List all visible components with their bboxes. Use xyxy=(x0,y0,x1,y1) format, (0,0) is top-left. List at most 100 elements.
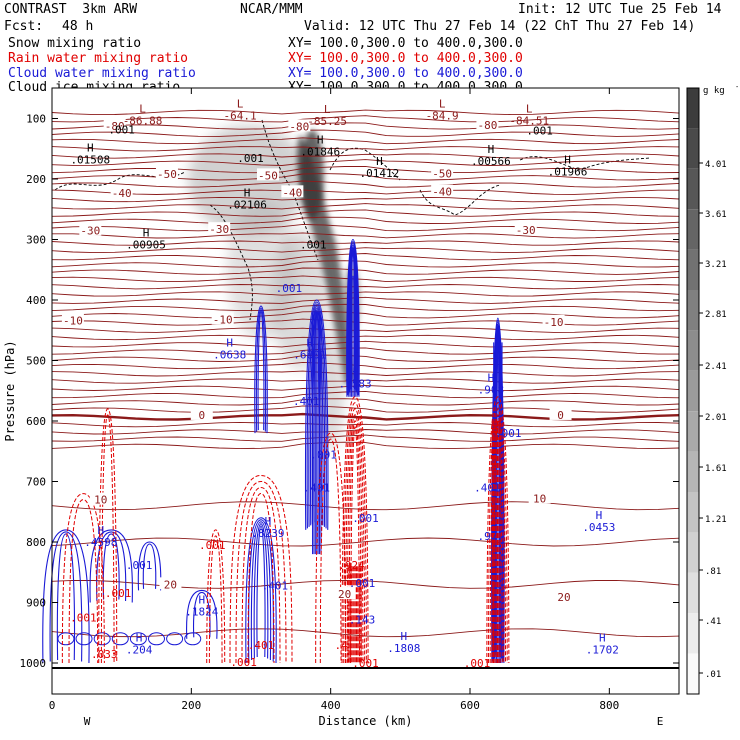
extremum-value: -85.25 xyxy=(307,115,347,128)
temperature-line xyxy=(51,441,680,450)
rain-water-line xyxy=(247,492,275,664)
temperature-label-bg xyxy=(159,577,182,590)
cloud-water-line xyxy=(256,525,266,658)
y-tick-label: 300 xyxy=(26,234,46,247)
y-tick-label: 800 xyxy=(26,536,46,549)
rain-water-line xyxy=(229,474,293,664)
colorbar-unit: g kg xyxy=(703,86,725,96)
contour-value-label: .001 xyxy=(276,282,303,295)
cloud-water-line xyxy=(245,517,277,664)
cloud-water-line xyxy=(255,307,267,432)
cloud-water-line xyxy=(49,531,83,662)
temperature-label-bg xyxy=(190,407,213,420)
temperature-line xyxy=(51,579,680,589)
rain-water-line xyxy=(344,408,366,664)
temperature-label-bg xyxy=(61,313,84,326)
temperature-label-bg xyxy=(89,492,112,505)
temperature-label-bg xyxy=(281,185,304,198)
temperature-line xyxy=(51,378,680,384)
extremum-value: .01508 xyxy=(70,154,110,167)
temperature-line xyxy=(51,421,680,428)
temperature-line xyxy=(52,232,680,239)
temperature-label: -30 xyxy=(209,223,229,236)
temperature-label: -10 xyxy=(63,315,83,328)
contour-value-label: .001 xyxy=(352,657,379,670)
temperature-line xyxy=(51,223,680,232)
temperature-line xyxy=(51,412,680,421)
y-tick-label: 1000 xyxy=(20,657,47,670)
temperature-line xyxy=(51,146,680,152)
temperature-label: 20 xyxy=(338,588,351,601)
rain-water-line xyxy=(68,499,99,664)
temperature-line xyxy=(51,275,680,283)
contour-value-label: .001 xyxy=(495,427,522,440)
temperature-line xyxy=(51,240,680,246)
temperature-label: -80 xyxy=(289,120,309,133)
cloud-water-line xyxy=(348,244,358,393)
cloud-water-line xyxy=(306,301,327,529)
cloud-water-line xyxy=(75,632,93,646)
cloud-water-line xyxy=(346,238,360,397)
contour-value-label: .001 xyxy=(108,123,135,136)
valid-time: Valid: 12 UTC Thu 27 Feb 14 (22 ChT Thu … xyxy=(304,19,696,34)
colorbar-swatch xyxy=(687,370,699,412)
y-axis-label: Pressure (hPa) xyxy=(3,340,17,441)
contour-value-label: .001 xyxy=(464,657,491,670)
x-tick-label: 600 xyxy=(460,699,480,712)
colorbar-level: 4.01 xyxy=(705,160,727,170)
contour-value-label: .001 xyxy=(237,152,264,165)
rain-water-line xyxy=(235,480,287,664)
temperature-label: -40 xyxy=(112,187,132,200)
temperature-label-bg xyxy=(256,168,279,181)
extremum-mark: H xyxy=(244,186,251,199)
colorbar-level: 3.61 xyxy=(705,210,727,220)
contour-value-label: .001 xyxy=(352,512,379,525)
extremum-value: .6801 xyxy=(293,348,326,361)
fcst-label: Fcst: xyxy=(4,19,44,34)
rain-water-line xyxy=(348,420,362,664)
temperature-line xyxy=(51,296,680,304)
extremum-mark: H xyxy=(488,143,495,156)
rain-water-line xyxy=(493,420,503,664)
temperature-label: -10 xyxy=(544,316,564,329)
extremum-value: -84.51 xyxy=(509,114,549,127)
temperature-label-bg xyxy=(208,222,231,235)
temperature-line xyxy=(51,267,680,275)
colorbar-level: 2.81 xyxy=(705,310,727,320)
extremum-mark: H xyxy=(265,515,272,528)
y-tick-label: 600 xyxy=(26,415,46,428)
temperature-line xyxy=(51,537,680,547)
extremum-value: .02106 xyxy=(227,198,267,211)
temperature-label-bg xyxy=(211,312,234,325)
contour-value-label: .001 xyxy=(105,587,132,600)
field-snow-xy: XY= 100.0,300.0 to 400.0,300.0 xyxy=(288,36,523,51)
extremum-mark: H xyxy=(317,134,324,147)
y-tick-label: 400 xyxy=(26,294,46,307)
cloud-water-line xyxy=(57,632,75,646)
rain-water-line xyxy=(489,408,507,664)
contour-value-label: .401 xyxy=(303,482,330,495)
west-label: W xyxy=(84,715,91,728)
y-tick-label: 100 xyxy=(26,113,46,126)
temperature-label: -80 xyxy=(477,119,497,132)
rain-water-line xyxy=(241,486,281,664)
temperature-label-bg xyxy=(333,587,356,600)
extremum-mark: H xyxy=(488,371,495,384)
field-rain-name: Rain water mixing ratio xyxy=(8,51,189,66)
temperature-label-bg xyxy=(553,590,576,603)
colorbar-swatch xyxy=(687,88,699,129)
contour-value-label: .001 xyxy=(199,539,226,552)
colorbar-swatch xyxy=(687,168,699,210)
temperature-line xyxy=(51,327,680,333)
rain-water-line xyxy=(491,414,505,664)
temperature-line xyxy=(51,129,680,137)
field-cloudwater-xy: XY= 100.0,300.0 to 400.0,300.0 xyxy=(288,66,523,81)
y-tick-label: 900 xyxy=(26,597,46,610)
temperature-label: -50 xyxy=(432,168,452,181)
model-name: CONTRAST 3km ARW xyxy=(4,2,138,17)
y-tick-label: 500 xyxy=(26,355,46,368)
rain-water-line xyxy=(208,535,223,664)
extremum-value: .00905 xyxy=(126,238,166,251)
